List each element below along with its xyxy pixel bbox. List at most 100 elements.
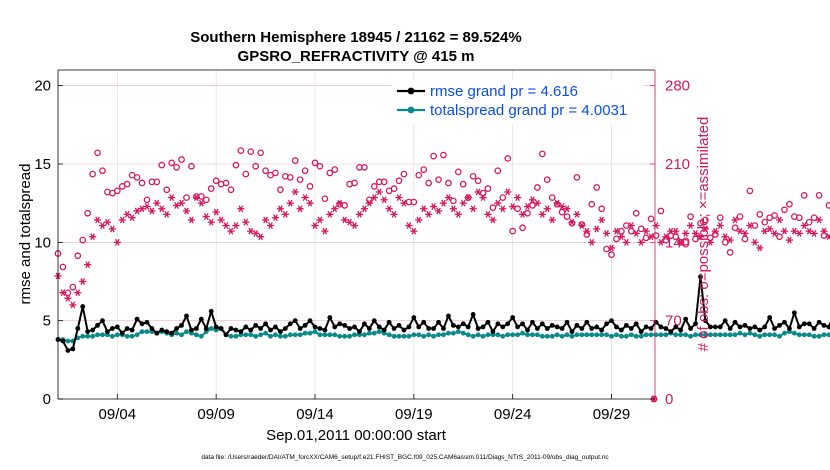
obs-assimilated-point <box>197 199 205 207</box>
totalspread-point <box>426 332 432 338</box>
obs-assimilated-point <box>434 207 443 215</box>
obs-possible-point <box>197 193 205 200</box>
obs-assimilated-point <box>691 229 700 237</box>
obs-assimilated-point <box>321 227 329 235</box>
obs-possible-point <box>578 221 586 228</box>
totalspread-point <box>569 333 575 339</box>
obs-possible-point <box>301 167 309 175</box>
obs-possible-point <box>716 214 724 222</box>
obs-possible-point <box>529 202 536 209</box>
obs-possible-point <box>143 196 151 204</box>
totalspread-point <box>717 332 723 338</box>
obs-possible-point <box>489 204 497 211</box>
obs-possible-point <box>153 178 161 186</box>
obs-possible-point <box>573 174 581 181</box>
obs-assimilated-point <box>118 216 126 224</box>
obs-assimilated-point <box>756 244 764 252</box>
totalspread-point <box>658 332 664 338</box>
rmse-point <box>688 326 693 331</box>
obs-assimilated-point <box>632 229 640 237</box>
totalspread-point <box>628 332 634 338</box>
rmse-point <box>564 319 570 325</box>
obs-possible-point <box>79 236 87 244</box>
rmse-point <box>381 327 387 333</box>
obs-assimilated-point <box>439 199 448 207</box>
obs-possible-point <box>598 205 605 213</box>
rmse-point <box>628 326 634 331</box>
obs-assimilated-point <box>736 227 744 235</box>
obs-possible-point <box>637 225 645 233</box>
obs-possible-point <box>776 233 783 241</box>
rmse-point <box>525 327 530 333</box>
obs-assimilated-point <box>163 210 171 218</box>
rmse-point <box>70 346 76 352</box>
obs-assimilated-point <box>266 222 275 229</box>
rmse-point <box>658 324 664 330</box>
rmse-point <box>470 312 476 317</box>
rmse-point <box>594 324 600 330</box>
totalspread-point <box>376 329 382 335</box>
rmse-point <box>208 308 214 314</box>
obs-possible-point <box>168 159 176 167</box>
totalspread-point <box>95 332 100 338</box>
rmse-point <box>268 327 273 333</box>
obs-assimilated-point <box>370 194 378 202</box>
totalspread-point <box>144 329 150 335</box>
obs-possible-point <box>820 232 828 239</box>
rmse-point <box>618 327 624 333</box>
y-tick-label-right: 0 <box>665 391 673 408</box>
obs-assimilated-point <box>336 199 344 207</box>
obs-assimilated-point <box>761 227 769 235</box>
obs-assimilated-point <box>637 238 645 246</box>
totalspread-point <box>337 333 343 339</box>
totalspread-point <box>416 332 422 338</box>
rmse-point <box>796 324 802 330</box>
rmse-point <box>811 326 817 331</box>
obs-assimilated-point <box>148 207 156 215</box>
legend-rmse-label: rmse grand pr = 4.616 <box>430 83 578 100</box>
obs-possible-point <box>212 177 220 185</box>
rmse-point <box>643 324 649 330</box>
totalspread-point <box>520 330 525 336</box>
totalspread-point <box>322 332 328 338</box>
totalspread-point <box>406 333 412 339</box>
totalspread-point <box>579 332 585 338</box>
obs-possible-point <box>815 191 823 199</box>
obs-assimilated-point <box>103 218 112 226</box>
rmse-point <box>347 326 352 331</box>
obs-possible-point <box>440 151 447 159</box>
totalspread-point <box>253 333 259 339</box>
totalspread-point <box>401 333 407 339</box>
obs-possible-point <box>173 164 180 171</box>
obs-possible-point <box>410 198 418 206</box>
rmse-point <box>243 324 249 330</box>
obs-possible-point <box>568 219 576 227</box>
obs-possible-point <box>84 209 92 217</box>
rmse-point <box>772 326 777 331</box>
legend: rmse grand pr = 4.616 totalspread grand … <box>391 79 643 125</box>
totalspread-point <box>772 332 777 338</box>
totalspread-point <box>352 332 357 338</box>
rmse-point <box>737 324 743 330</box>
rmse-point <box>406 324 412 330</box>
rmse-point <box>757 327 763 333</box>
rmse-point <box>826 324 830 330</box>
rmse-point <box>475 326 481 331</box>
totalspread-point <box>633 333 639 339</box>
rmse-point <box>332 324 338 330</box>
obs-assimilated-point <box>815 216 823 224</box>
rmse-point <box>455 324 461 330</box>
totalspread-point <box>327 332 333 338</box>
obs-possible-point <box>207 185 215 192</box>
rmse-point <box>806 321 812 327</box>
rmse-point <box>752 324 758 330</box>
rmse-point <box>371 318 377 324</box>
rmse-point <box>782 319 787 325</box>
totalspread-point <box>198 333 204 339</box>
obs-assimilated-point <box>88 233 97 241</box>
data-file-footnote: data file: /Users/raeder/DAI/ATM_forcXX/… <box>201 454 609 461</box>
rmse-point <box>362 321 367 327</box>
totalspread-point <box>544 333 550 339</box>
obs-assimilated-point <box>548 216 556 224</box>
rmse-point <box>124 326 130 331</box>
